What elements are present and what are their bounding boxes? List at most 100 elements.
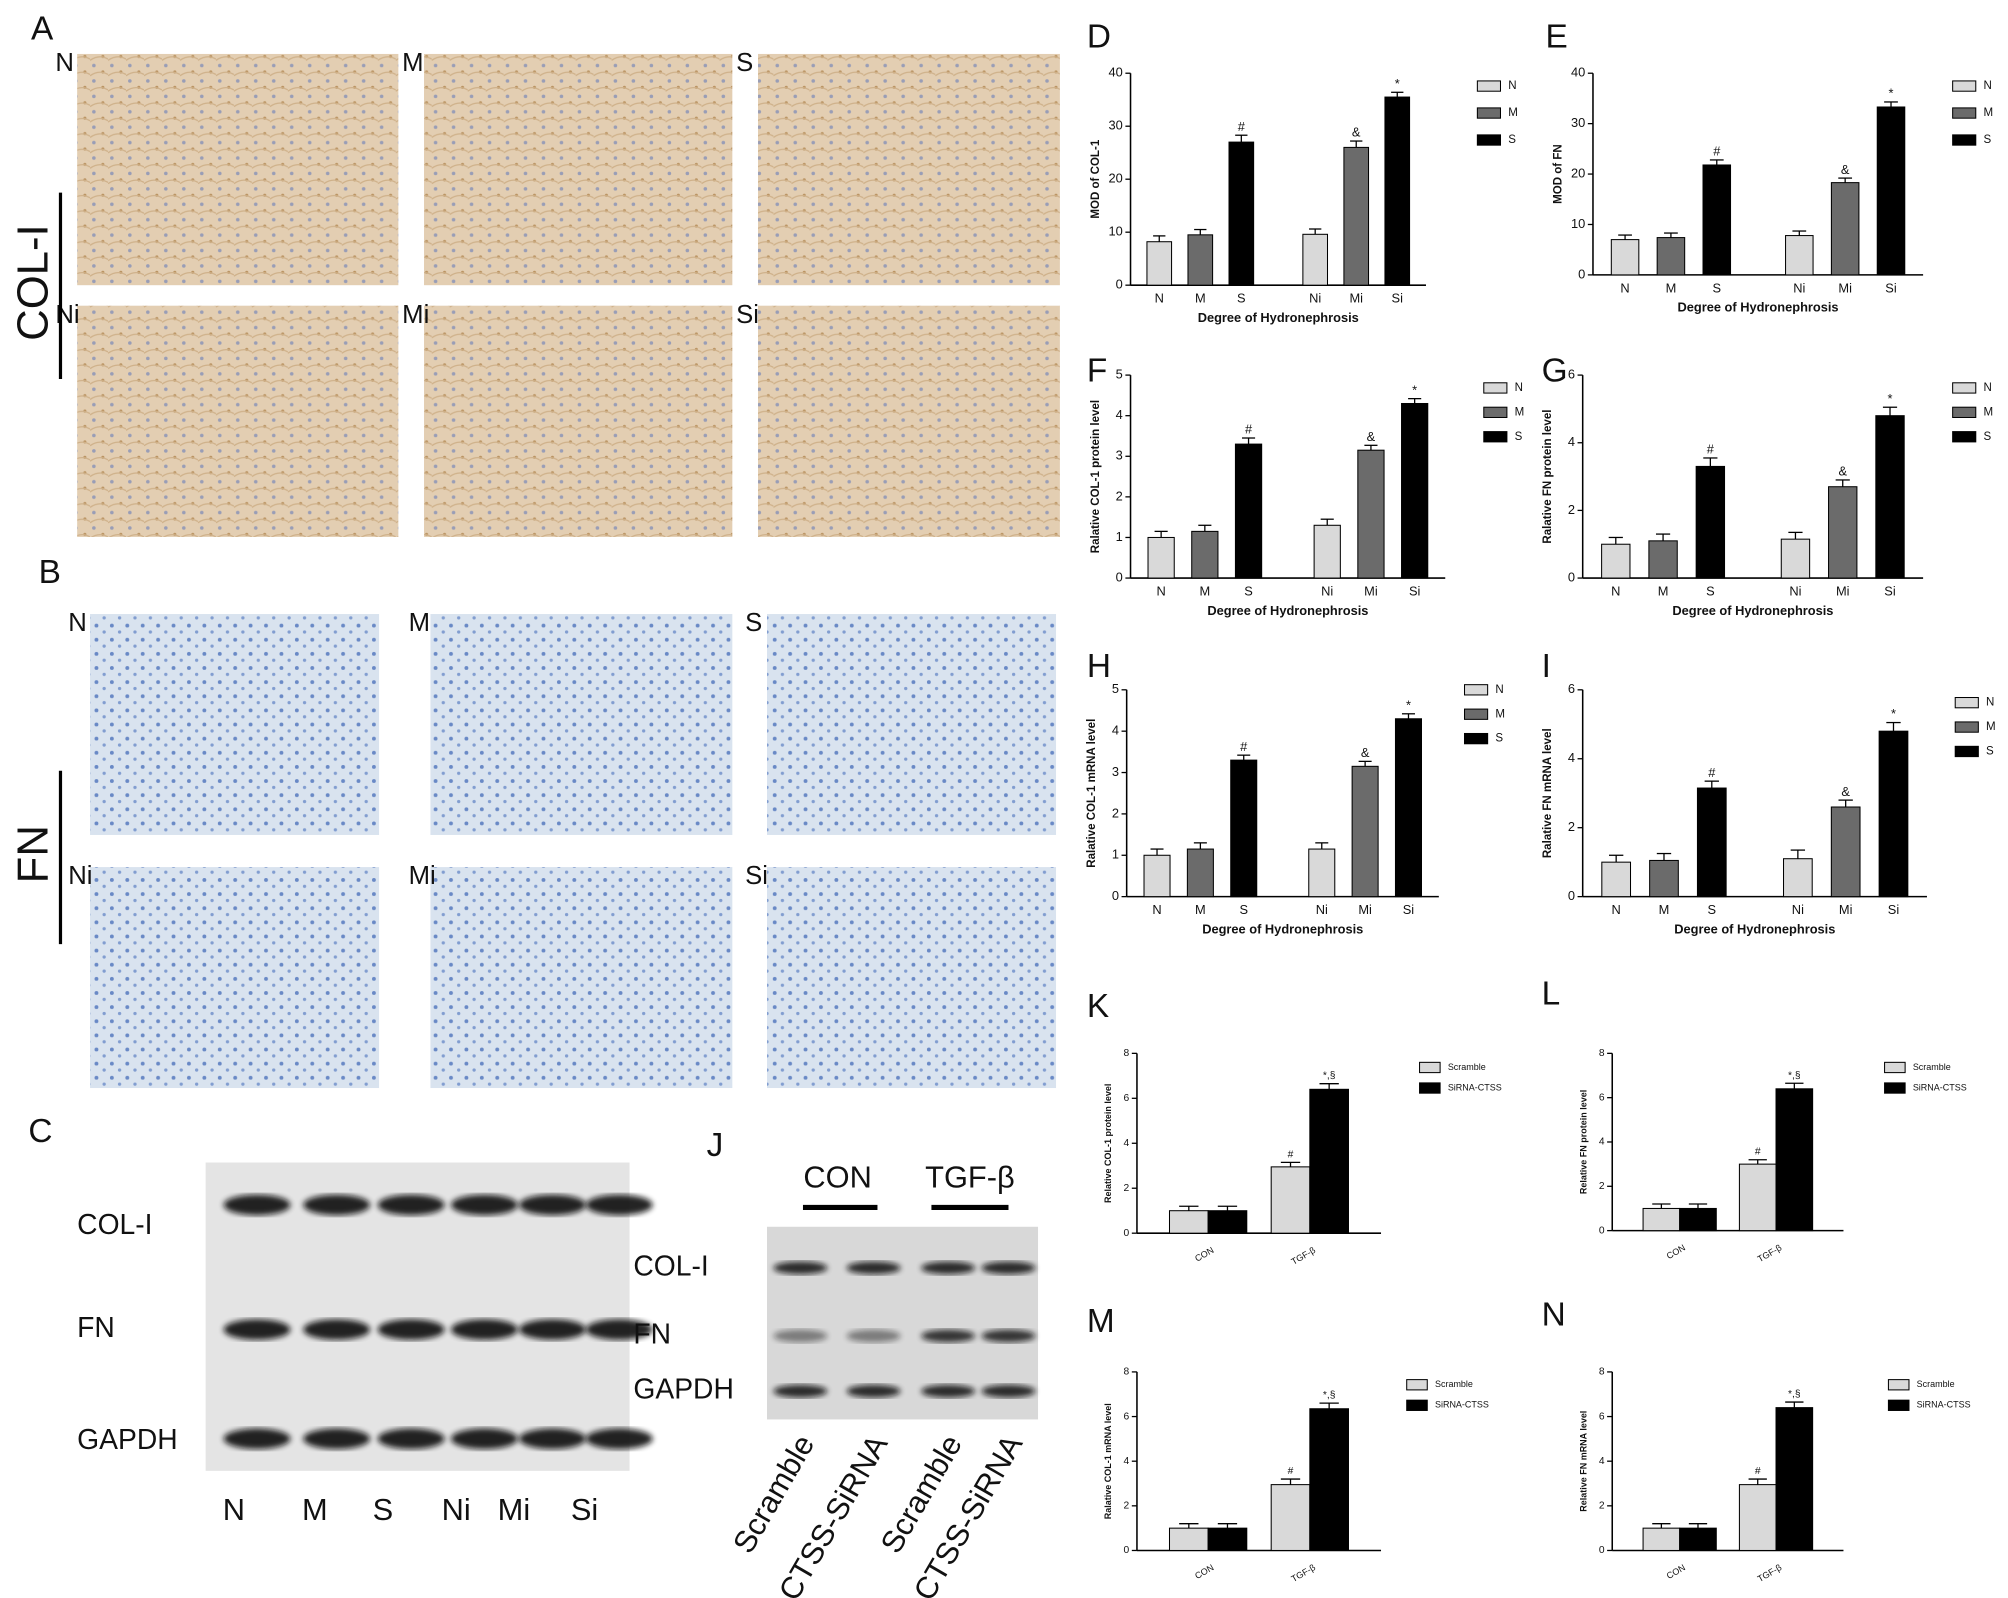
blot-band	[981, 1261, 1036, 1275]
micrograph-shade	[430, 614, 733, 835]
x-tick-label: M	[1659, 902, 1670, 917]
image-label: M	[402, 49, 423, 77]
y-tick-label: 0	[1568, 569, 1575, 584]
legend-swatch	[1952, 134, 1977, 146]
bar	[1186, 848, 1214, 898]
significance-mark: *,§	[1323, 1071, 1336, 1082]
bar	[1270, 1166, 1311, 1234]
x-tick-label: S	[1237, 291, 1246, 306]
micrograph	[424, 305, 733, 537]
significance-mark: *	[1889, 86, 1894, 101]
image-label: Mi	[409, 862, 436, 890]
x-tick-label: Mi	[1839, 902, 1853, 917]
bar	[1168, 1527, 1209, 1551]
legend-label: N	[1508, 80, 1516, 92]
micrograph	[758, 305, 1060, 537]
x-axis-label: Degree of Hydronephrosis	[1202, 921, 1363, 936]
x-tick-label: TGF-β	[1756, 1242, 1784, 1264]
significance-mark: *	[1406, 697, 1411, 712]
panel-label: I	[1542, 648, 1551, 685]
y-axis-label: Ralative FN mRNA level	[1542, 728, 1554, 858]
micrograph	[90, 614, 380, 835]
image-label: Si	[745, 862, 768, 890]
bar	[1146, 241, 1173, 286]
panel-label: A	[31, 11, 54, 48]
y-tick-label: 6	[1124, 1093, 1130, 1104]
significance-mark: *,§	[1788, 1070, 1801, 1081]
y-tick-label: 4	[1599, 1137, 1605, 1148]
y-axis-label: Ralative COL-1 protein level	[1090, 400, 1102, 553]
x-tick-label: Mi	[1358, 902, 1372, 917]
x-tick-label: Si	[1403, 902, 1414, 917]
bar	[1828, 486, 1858, 579]
x-tick-label: Si	[1888, 902, 1899, 917]
y-tick-label: 0	[1568, 888, 1575, 903]
bar	[1696, 787, 1727, 898]
x-tick-label: Ni	[1789, 584, 1801, 599]
x-tick-label: Si	[1885, 280, 1896, 295]
blot-row-label: GAPDH	[77, 1423, 177, 1455]
bar	[1207, 1527, 1248, 1551]
micrograph-shade	[766, 867, 1057, 1089]
bar	[1775, 1407, 1814, 1551]
y-tick-label: 4	[1112, 723, 1119, 738]
legend-swatch	[1419, 1082, 1441, 1094]
bar	[1830, 806, 1861, 898]
y-tick-label: 4	[1568, 750, 1575, 765]
y-axis-label: Ralative FN protein level	[1542, 410, 1554, 544]
x-tick-label: Si	[1409, 584, 1420, 599]
legend-swatch	[1464, 732, 1489, 745]
image-label: S	[745, 609, 762, 637]
legend-swatch	[1954, 697, 1979, 709]
y-tick-label: 4	[1116, 407, 1123, 422]
blot-band	[519, 1428, 586, 1449]
micrograph-shade	[758, 53, 1060, 286]
blot-row-label: FN	[77, 1311, 115, 1343]
x-tick-label: Mi	[1836, 584, 1850, 599]
y-tick-label: 8	[1124, 1048, 1130, 1059]
y-tick-label: 10	[1109, 224, 1123, 239]
significance-mark: &	[1352, 125, 1361, 140]
bar	[1830, 182, 1860, 276]
x-axis-label: Degree of Hydronephrosis	[1198, 310, 1359, 325]
legend-swatch	[1483, 382, 1508, 394]
y-tick-label: 2	[1568, 819, 1575, 834]
blot-band	[846, 1384, 901, 1398]
bar	[1143, 854, 1171, 898]
y-tick-label: 30	[1571, 115, 1585, 130]
x-tick-label: Mi	[1349, 291, 1363, 306]
significance-mark: #	[1288, 1149, 1294, 1160]
blot-band	[585, 1319, 653, 1340]
y-tick-label: 4	[1124, 1456, 1130, 1467]
x-tick-label: TGF-β	[1290, 1562, 1318, 1584]
y-tick-label: 0	[1116, 569, 1123, 584]
panel-label: E	[1545, 18, 1567, 55]
micrograph-shade	[758, 305, 1060, 537]
x-tick-label: M	[1666, 280, 1677, 295]
significance-mark: #	[1707, 442, 1715, 457]
y-tick-label: 8	[1124, 1367, 1130, 1378]
blot-band	[519, 1319, 586, 1340]
y-tick-label: 3	[1112, 764, 1119, 779]
legend-label: S	[1983, 134, 1991, 146]
legend-label: SiRNA-CTSS	[1913, 1082, 1967, 1092]
x-tick-label: S	[1239, 902, 1248, 917]
legend-swatch	[1483, 431, 1508, 443]
significance-mark: #	[1238, 119, 1246, 134]
blot-band	[223, 1194, 291, 1216]
bar	[1642, 1207, 1681, 1232]
legend-label: Scramble	[1435, 1379, 1473, 1389]
significance-mark: &	[1361, 745, 1370, 760]
panel-label: C	[28, 1113, 52, 1150]
bar	[1775, 1088, 1814, 1232]
micrograph	[430, 614, 733, 835]
legend-label: SiRNA-CTSS	[1448, 1082, 1502, 1092]
x-axis-label: Degree of Hydronephrosis	[1674, 921, 1835, 936]
y-axis-label: Ralative COL-1 mRNA level	[1103, 1403, 1113, 1519]
x-tick-label: S	[1244, 584, 1253, 599]
panel-label: D	[1087, 18, 1111, 55]
bar	[1309, 1408, 1349, 1551]
bar	[1875, 415, 1905, 579]
x-tick-label: M	[1195, 902, 1206, 917]
y-tick-label: 0	[1124, 1545, 1130, 1556]
